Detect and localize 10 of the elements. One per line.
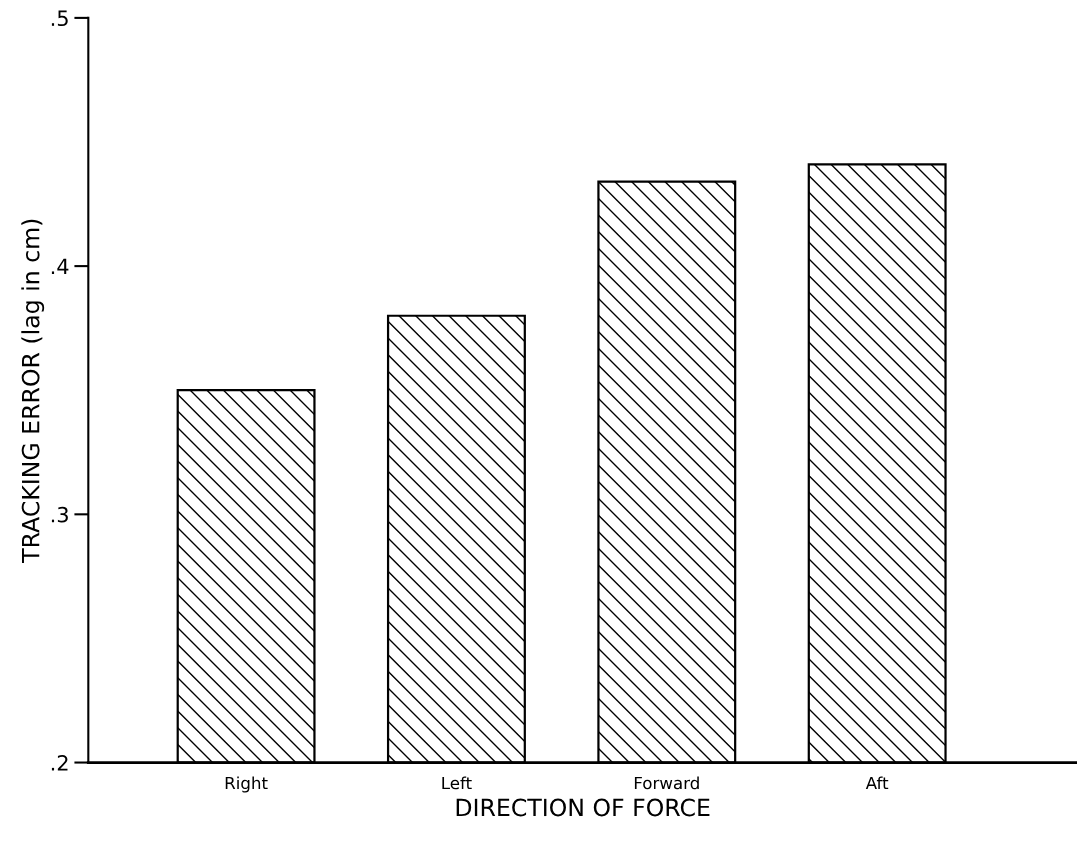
x-tick-label: Aft xyxy=(865,776,889,790)
x-tick-label: Right xyxy=(225,776,268,793)
x-tick-label: Left xyxy=(442,776,472,790)
y-tick-label: .3 xyxy=(51,506,68,523)
x-tick-label: Forward xyxy=(634,776,699,790)
x-axis-title: DIRECTION OF FORCE xyxy=(456,798,710,817)
y-axis-title: TRACKING ERROR (lag in cm) xyxy=(21,219,45,563)
y-tick-label: .4 xyxy=(51,258,69,275)
y-tick-label: .5 xyxy=(51,10,68,27)
y-tick-label: .2 xyxy=(51,754,68,771)
